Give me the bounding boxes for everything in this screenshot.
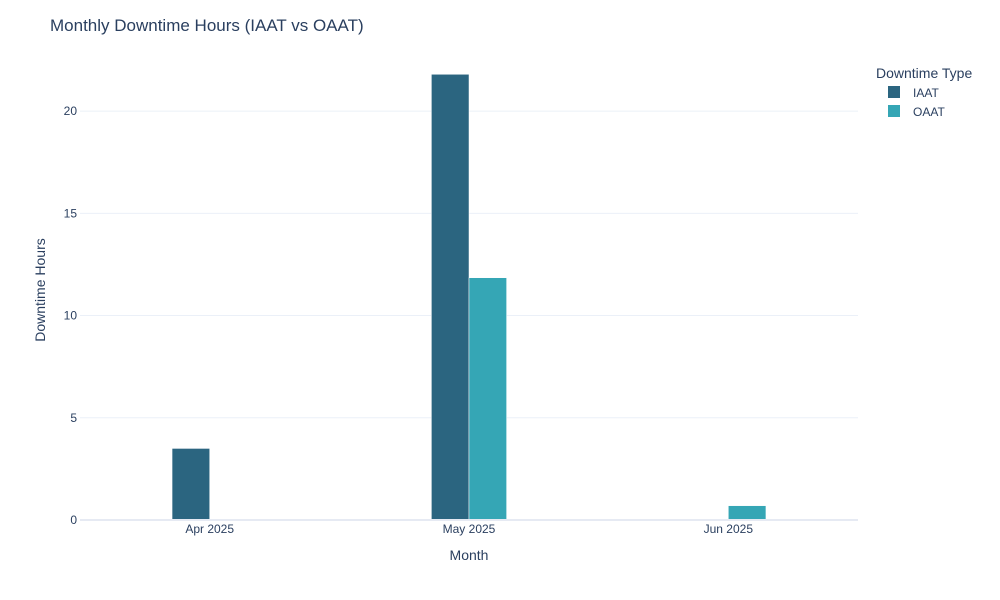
bar-oaat-may-2025 [468, 277, 507, 521]
legend-title: Downtime Type [876, 65, 972, 81]
y-tick-label: 5 [70, 411, 77, 425]
bar-iaat-apr-2025 [171, 448, 210, 521]
y-axis-title: Downtime Hours [32, 238, 48, 341]
y-axis-ticks: 0 5 10 15 20 [64, 104, 78, 527]
y-tick-label: 10 [64, 309, 78, 323]
x-axis-title: Month [450, 547, 489, 563]
bar-iaat-may-2025 [431, 74, 470, 521]
bar-oaat-jun-2025 [728, 505, 767, 521]
x-axis-ticks: Apr 2025 May 2025 Jun 2025 [185, 522, 753, 536]
legend-label-iaat: IAAT [913, 86, 939, 100]
legend-swatch-iaat [888, 86, 900, 98]
x-tick-label: May 2025 [443, 522, 496, 536]
x-tick-label: Apr 2025 [185, 522, 234, 536]
legend-swatch-oaat [888, 105, 900, 117]
x-tick-label: Jun 2025 [704, 522, 754, 536]
chart-title: Monthly Downtime Hours (IAAT vs OAAT) [50, 16, 364, 35]
y-tick-label: 15 [64, 206, 78, 220]
y-tick-label: 20 [64, 104, 78, 118]
legend-label-oaat: OAAT [913, 105, 945, 119]
bars [171, 74, 767, 521]
y-tick-label: 0 [70, 513, 77, 527]
legend: Downtime Type IAAT OAAT [876, 65, 972, 119]
